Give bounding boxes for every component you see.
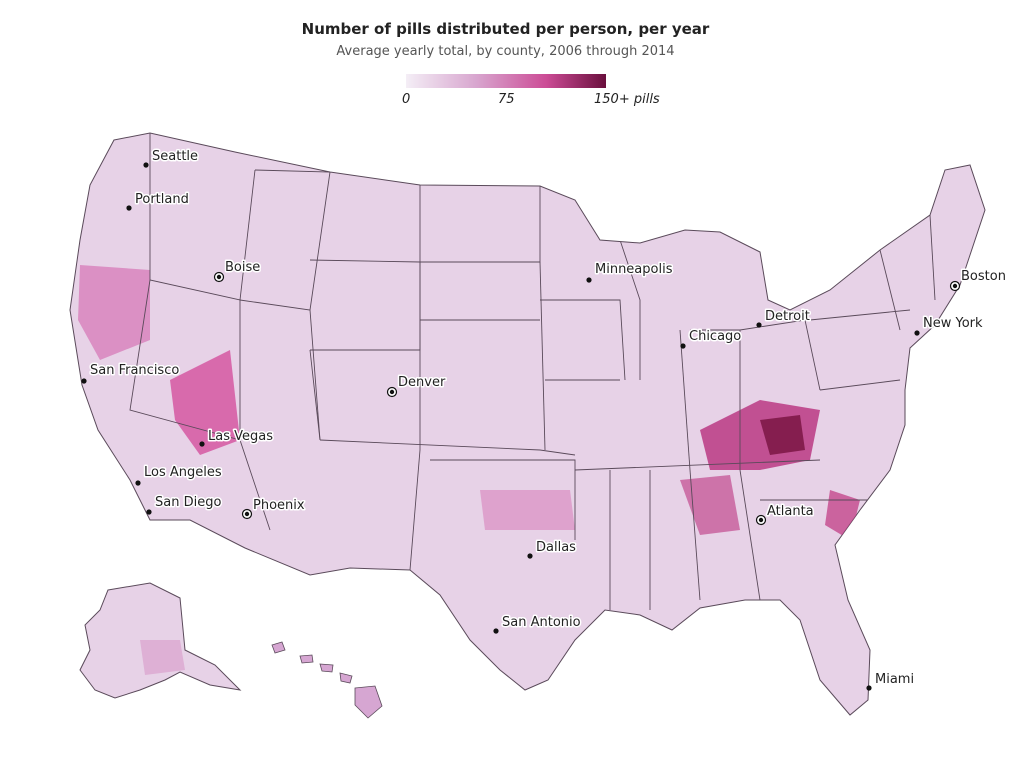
atlanta-marker <box>758 517 764 523</box>
boston-label: Boston <box>961 269 1006 284</box>
city-markers: Seattle Portland Boise San Francisco Las Veg… <box>81 148 1007 691</box>
dallas-marker <box>527 553 533 559</box>
hotspot-tennessee-alabama <box>680 475 740 535</box>
new-york-label: New York <box>923 316 983 331</box>
lower-48-land <box>69 132 986 716</box>
san-diego-marker <box>146 509 152 515</box>
legend-max-label: 150+ pills <box>594 92 660 107</box>
legend-color-scale <box>406 74 606 88</box>
seattle-label: Seattle <box>152 149 198 164</box>
high-rate-counties <box>78 265 860 540</box>
minneapolis-label: Minneapolis <box>595 262 673 277</box>
new-york-marker <box>914 330 920 336</box>
chicago-marker <box>680 343 686 349</box>
hotspot-nevada <box>170 350 240 455</box>
atlanta-label: Atlanta <box>767 504 814 519</box>
phoenix-label: Phoenix <box>253 498 305 513</box>
legend-min-label: 0 <box>402 92 411 107</box>
state-borders <box>129 133 936 610</box>
portland-label: Portland <box>135 192 189 207</box>
dallas-label: Dallas <box>536 540 576 555</box>
san-antonio-label: San Antonio <box>502 615 581 630</box>
san-diego-label: San Diego <box>155 495 221 510</box>
map-title: Number of pills distributed per person, … <box>301 20 710 38</box>
phoenix-marker <box>244 511 250 517</box>
minneapolis-marker <box>586 277 592 283</box>
alaska-inset <box>79 582 242 699</box>
denver-label: Denver <box>398 375 446 390</box>
map-subtitle: Average yearly total, by county, 2006 th… <box>336 44 675 59</box>
detroit-label: Detroit <box>765 309 810 324</box>
las-vegas-label: Las Vegas <box>208 429 273 444</box>
san-antonio-marker <box>493 628 499 634</box>
boston-marker <box>952 283 958 289</box>
los-angeles-marker <box>135 480 141 486</box>
boise-label: Boise <box>225 260 260 275</box>
san-francisco-label: San Francisco <box>90 363 179 378</box>
hotspot-oklahoma <box>480 490 575 530</box>
miami-label: Miami <box>875 672 914 687</box>
legend-mid-label: 75 <box>498 92 515 107</box>
boise-marker <box>216 274 222 280</box>
miami-marker <box>866 685 872 691</box>
los-angeles-label: Los Angeles <box>144 465 222 480</box>
hotspot-northern-california <box>78 265 150 360</box>
seattle-marker <box>143 162 149 168</box>
hawaii-inset <box>271 641 383 719</box>
detroit-marker <box>756 322 762 328</box>
hotspot-kentucky-core <box>760 415 805 455</box>
las-vegas-marker <box>199 441 205 447</box>
san-francisco-marker <box>81 378 87 384</box>
denver-marker <box>389 389 395 395</box>
chicago-label: Chicago <box>689 329 741 344</box>
portland-marker <box>126 205 132 211</box>
